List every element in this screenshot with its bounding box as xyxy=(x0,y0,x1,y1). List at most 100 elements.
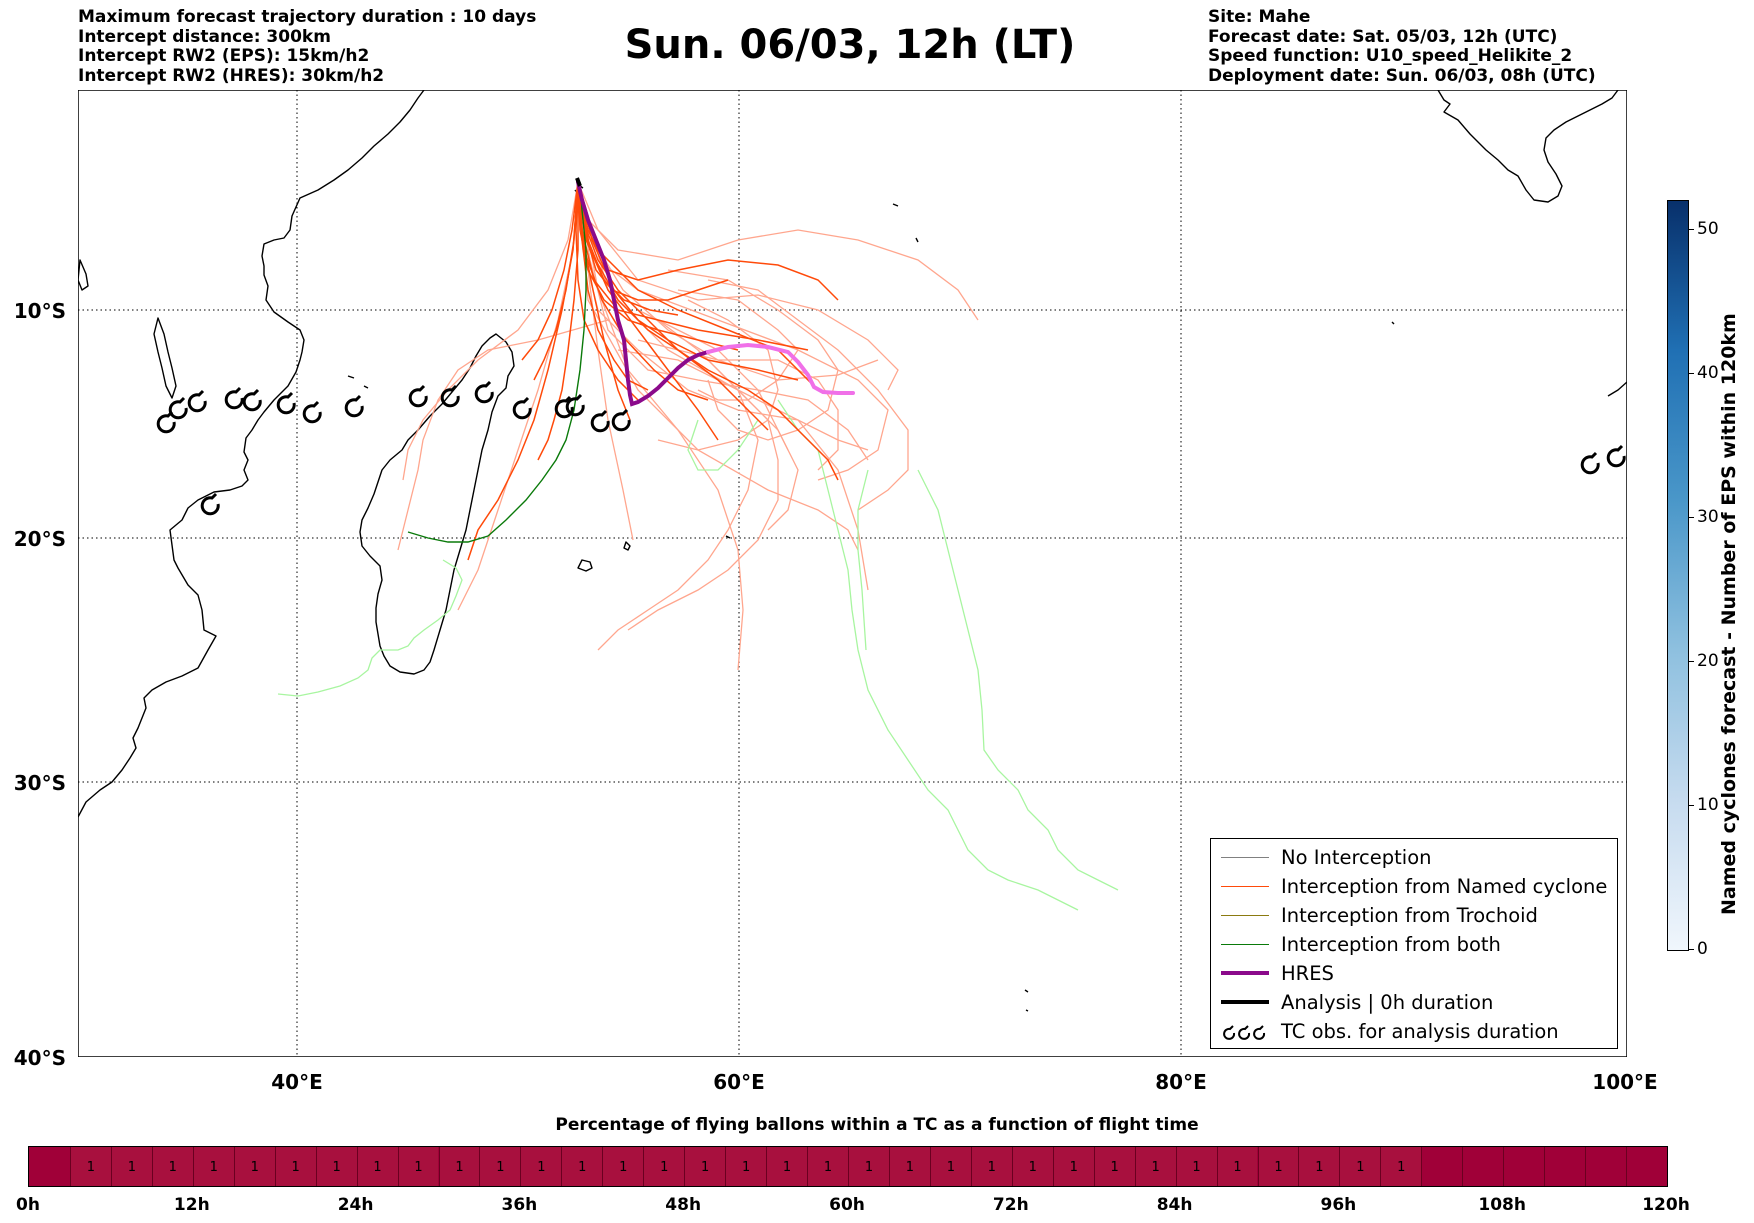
colorbar-tick xyxy=(1688,516,1694,518)
time-bar-cell: 1 xyxy=(888,1147,930,1186)
time-bar-label: 36h xyxy=(501,1195,538,1215)
cyclone-icon xyxy=(168,396,188,420)
time-bar-cell xyxy=(1626,1147,1667,1186)
cyclone-icon xyxy=(512,396,532,420)
time-bar-cell xyxy=(1544,1147,1586,1186)
legend-label: HRES xyxy=(1281,961,1334,985)
legend-item: No Interception xyxy=(1221,843,1432,871)
time-bar-label: 96h xyxy=(1320,1195,1357,1215)
time-bar-cell: 1 xyxy=(356,1147,398,1186)
colorbar-tick-label: 40 xyxy=(1697,362,1719,383)
header-right: Site: Mahe Forecast date: Sat. 05/03, 12… xyxy=(1208,7,1596,86)
cyclone-icon xyxy=(408,384,428,408)
header-line: Intercept distance: 300km xyxy=(78,26,331,47)
time-bar-cell: 1 xyxy=(520,1147,562,1186)
lon-label: 80°E xyxy=(1155,1070,1207,1094)
colorbar-tick xyxy=(1688,949,1694,950)
time-bar-label: 72h xyxy=(992,1195,1029,1215)
sumatra-coast xyxy=(1607,381,1627,397)
header-line: Forecast date: Sat. 05/03, 12h (UTC) xyxy=(1208,26,1558,47)
colorbar-tick-label: 10 xyxy=(1697,794,1719,815)
lat-label: 20°S xyxy=(13,527,66,551)
time-bar-cell: 1 xyxy=(561,1147,603,1186)
time-bar-cell: 1 xyxy=(643,1147,685,1186)
lon-label: 100°E xyxy=(1592,1070,1658,1094)
tc-observations xyxy=(156,380,1626,516)
time-bar-cell: 1 xyxy=(1052,1147,1094,1186)
legend-label: Interception from both xyxy=(1281,932,1501,956)
time-bar-cell: 1 xyxy=(274,1147,316,1186)
header-line: Intercept RW2 (HRES): 30km/h2 xyxy=(78,65,385,86)
lat-label: 10°S xyxy=(13,299,66,323)
legend-item: HRES xyxy=(1221,959,1334,987)
cyclone-icon xyxy=(302,400,322,424)
legend-item: Analysis | 0h duration xyxy=(1221,988,1493,1016)
time-bar-cell: 1 xyxy=(725,1147,767,1186)
legend-line-analysis xyxy=(1221,1000,1269,1004)
lon-label: 40°E xyxy=(271,1070,323,1094)
legend-line-both xyxy=(1221,943,1269,945)
time-bar-label: 120h xyxy=(1642,1195,1690,1215)
time-bar-cell: 1 xyxy=(1011,1147,1053,1186)
map-legend: No Interception Interception from Named … xyxy=(1210,838,1618,1049)
time-bar-cell: 1 xyxy=(970,1147,1012,1186)
cyclone-icon xyxy=(344,394,364,418)
time-bar-cell: 1 xyxy=(1380,1147,1422,1186)
cocos-islands xyxy=(1391,321,1395,325)
header-line: Site: Mahe xyxy=(1208,7,1311,27)
colorbar-tick-label: 0 xyxy=(1697,939,1708,959)
header-line: Deployment date: Sun. 06/03, 08h (UTC) xyxy=(1208,65,1596,86)
legend-item: Interception from Named cyclone xyxy=(1221,872,1607,900)
lake-nyasa xyxy=(153,317,177,399)
colorbar-tick-label: 30 xyxy=(1697,506,1719,527)
legend-line-no-interception xyxy=(1221,856,1269,858)
cyclone-icon xyxy=(1580,451,1600,475)
legend-label: Interception from Named cyclone xyxy=(1281,874,1608,898)
comoros xyxy=(347,375,369,389)
cyclone-icon xyxy=(611,408,631,432)
amsterdam-island xyxy=(1024,989,1029,1012)
time-bar-cell: 1 xyxy=(69,1147,111,1186)
time-bar-label: 12h xyxy=(173,1195,210,1215)
time-bar-title: Percentage of flying ballons within a TC… xyxy=(555,1115,1199,1135)
colorbar-tick xyxy=(1688,228,1694,230)
time-bar-cell: 1 xyxy=(479,1147,521,1186)
coastline xyxy=(78,90,1627,1012)
colorbar-tick-label: 20 xyxy=(1697,650,1719,671)
legend-label: TC obs. for analysis duration xyxy=(1281,1019,1559,1043)
time-bar-cell xyxy=(29,1147,70,1186)
time-bar-label: 48h xyxy=(665,1195,702,1215)
time-bar-cell xyxy=(1421,1147,1463,1186)
africa-coast xyxy=(78,90,425,818)
time-bar-cell: 1 xyxy=(1216,1147,1258,1186)
colorbar xyxy=(1667,200,1689,951)
legend-line-named-cyclone xyxy=(1221,885,1269,887)
time-bar-cell: 1 xyxy=(1298,1147,1340,1186)
cyclone-icon xyxy=(1606,444,1626,468)
both-trajectory xyxy=(407,181,587,543)
legend-label: No Interception xyxy=(1281,845,1432,869)
hres-trajectory xyxy=(576,180,855,407)
time-bar-cell: 1 xyxy=(848,1147,889,1186)
legend-item: TC obs. for analysis duration xyxy=(1221,1017,1559,1045)
chagos-islands xyxy=(892,203,919,243)
colorbar-tick xyxy=(1688,660,1694,662)
legend-line-trochoid xyxy=(1221,914,1269,916)
header-line: Maximum forecast trajectory duration : 1… xyxy=(78,7,537,27)
cyclone-icon xyxy=(1223,1025,1266,1040)
time-bar-cell: 1 xyxy=(315,1147,357,1186)
time-bar-label: 24h xyxy=(337,1195,374,1215)
header-line: Speed function: U10_speed_Helikite_2 xyxy=(1208,46,1573,66)
cyclone-icon xyxy=(242,388,262,412)
time-bar-cell: 1 xyxy=(151,1147,193,1186)
time-bar-cell: 1 xyxy=(192,1147,234,1186)
time-bar-cell: 1 xyxy=(807,1147,848,1186)
madagascar-coast xyxy=(359,333,515,675)
cyclone-icon xyxy=(156,410,176,434)
time-bar-label: 84h xyxy=(1156,1195,1193,1215)
colorbar-tick xyxy=(1688,804,1694,806)
colorbar-tick xyxy=(1688,372,1694,374)
time-bar-cell: 1 xyxy=(397,1147,439,1186)
maldives-dots xyxy=(1437,90,1619,203)
cyclone-icon xyxy=(200,492,220,516)
